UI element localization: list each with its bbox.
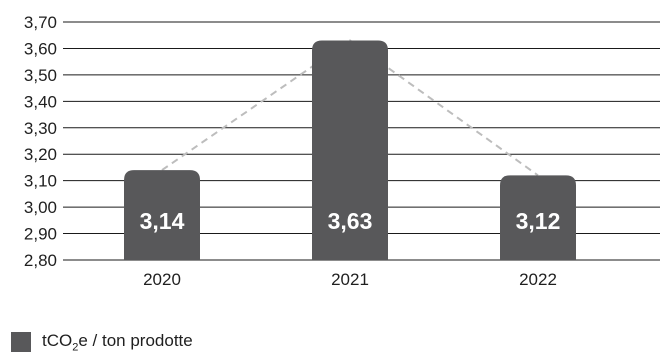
y-tick-label: 3,10	[24, 172, 57, 191]
legend: tCO2e / ton prodotte	[11, 331, 193, 353]
x-tick-label: 2021	[331, 270, 369, 289]
legend-label-prefix: tCO	[42, 331, 73, 350]
y-tick-label: 3,40	[24, 92, 57, 111]
bar-value-label: 3,63	[328, 208, 373, 234]
bar	[312, 40, 388, 261]
y-tick-label: 2,90	[24, 225, 57, 244]
bar-value-label: 3,14	[140, 208, 185, 234]
x-axis: 2020 2021 2022	[143, 270, 557, 289]
x-tick-label: 2020	[143, 270, 181, 289]
x-tick-label: 2022	[519, 270, 557, 289]
legend-swatch	[11, 332, 31, 353]
bars: 3,14 3,63 3,12	[124, 40, 576, 261]
bar-value-label: 3,12	[516, 208, 561, 234]
legend-label-suffix: e / ton prodotte	[78, 331, 193, 350]
bar-chart: 2,80 2,90 3,00 3,10 3,20 3,30 3,40 3,50 3,60 3,70…	[24, 13, 660, 289]
legend-label: tCO2e / ton prodotte	[42, 331, 193, 353]
y-axis: 2,80 2,90 3,00 3,10 3,20 3,30 3,40 3,50 3,60 3,70	[24, 13, 57, 270]
y-tick-label: 3,50	[24, 66, 57, 85]
bar	[500, 175, 576, 260]
y-tick-label: 3,00	[24, 198, 57, 217]
y-tick-label: 3,60	[24, 39, 57, 58]
y-tick-label: 2,80	[24, 251, 57, 270]
y-tick-label: 3,20	[24, 145, 57, 164]
y-tick-label: 3,30	[24, 119, 57, 138]
legend-label-subscript: 2	[72, 341, 79, 353]
y-tick-label: 3,70	[24, 13, 57, 32]
bar	[124, 170, 200, 260]
